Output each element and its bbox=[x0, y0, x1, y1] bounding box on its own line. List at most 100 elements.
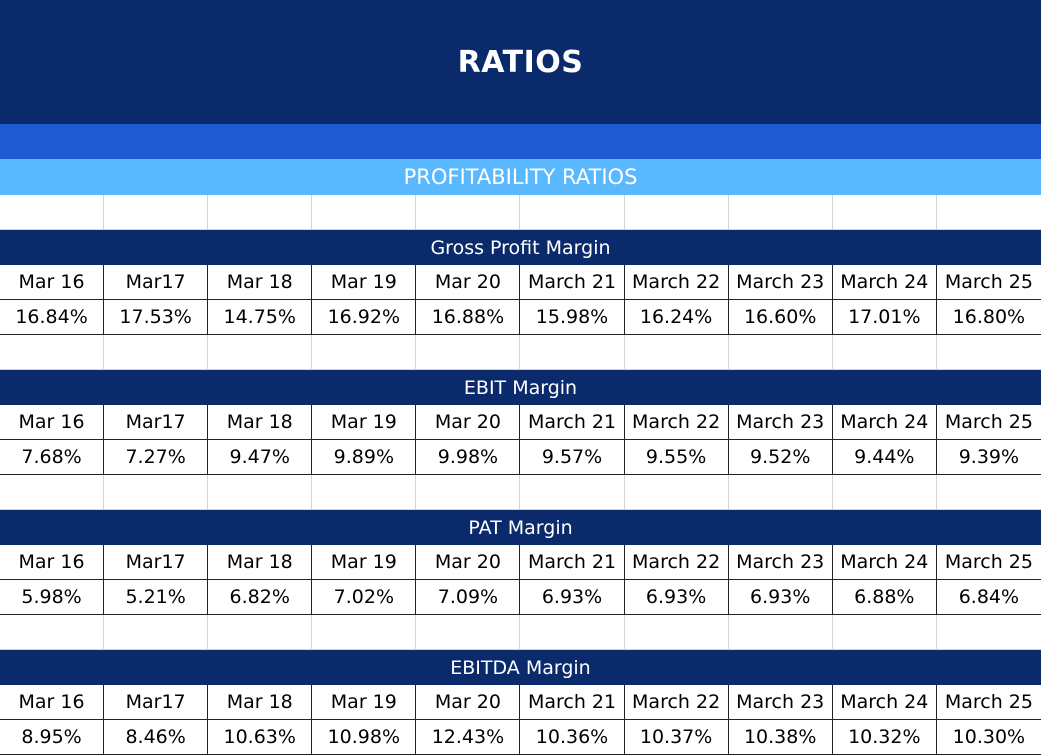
value-cell[interactable]: 9.89% bbox=[312, 440, 417, 475]
period-cell[interactable]: March 21 bbox=[520, 685, 625, 720]
empty-cell[interactable] bbox=[312, 335, 417, 370]
empty-cell[interactable] bbox=[312, 195, 417, 230]
empty-cell[interactable] bbox=[936, 335, 1041, 370]
value-cell[interactable]: 9.55% bbox=[624, 440, 729, 475]
period-cell[interactable]: March 25 bbox=[936, 405, 1041, 440]
empty-cell[interactable] bbox=[832, 615, 937, 650]
value-cell[interactable]: 10.37% bbox=[624, 720, 729, 755]
period-cell[interactable]: Mar 18 bbox=[208, 545, 313, 580]
period-cell[interactable]: Mar17 bbox=[104, 405, 209, 440]
value-cell[interactable]: 16.84% bbox=[0, 300, 105, 335]
value-cell[interactable]: 17.01% bbox=[832, 300, 937, 335]
value-cell[interactable]: 16.60% bbox=[728, 300, 833, 335]
empty-cell[interactable] bbox=[312, 615, 417, 650]
value-cell[interactable]: 16.24% bbox=[624, 300, 729, 335]
empty-cell[interactable] bbox=[416, 335, 521, 370]
period-cell[interactable]: March 23 bbox=[728, 405, 833, 440]
period-cell[interactable]: Mar 18 bbox=[208, 405, 313, 440]
empty-cell[interactable] bbox=[624, 475, 729, 510]
value-cell[interactable]: 5.98% bbox=[0, 580, 105, 615]
empty-cell[interactable] bbox=[0, 475, 105, 510]
empty-cell[interactable] bbox=[312, 475, 417, 510]
empty-cell[interactable] bbox=[520, 195, 625, 230]
value-cell[interactable]: 7.68% bbox=[0, 440, 105, 475]
period-cell[interactable]: Mar 16 bbox=[0, 685, 105, 720]
empty-cell[interactable] bbox=[416, 195, 521, 230]
period-cell[interactable]: Mar 20 bbox=[416, 405, 521, 440]
value-cell[interactable]: 7.27% bbox=[104, 440, 209, 475]
period-cell[interactable]: Mar 20 bbox=[416, 265, 521, 300]
period-cell[interactable]: Mar 19 bbox=[312, 405, 417, 440]
period-cell[interactable]: March 23 bbox=[728, 685, 833, 720]
empty-cell[interactable] bbox=[0, 615, 105, 650]
period-cell[interactable]: March 22 bbox=[624, 685, 729, 720]
value-cell[interactable]: 7.09% bbox=[416, 580, 521, 615]
value-cell[interactable]: 14.75% bbox=[208, 300, 313, 335]
period-cell[interactable]: March 21 bbox=[520, 545, 625, 580]
value-cell[interactable]: 6.93% bbox=[624, 580, 729, 615]
empty-cell[interactable] bbox=[104, 615, 209, 650]
empty-cell[interactable] bbox=[728, 195, 833, 230]
value-cell[interactable]: 9.98% bbox=[416, 440, 521, 475]
value-cell[interactable]: 10.38% bbox=[728, 720, 833, 755]
period-cell[interactable]: Mar 20 bbox=[416, 545, 521, 580]
empty-cell[interactable] bbox=[0, 195, 105, 230]
period-cell[interactable]: Mar 20 bbox=[416, 685, 521, 720]
value-cell[interactable]: 9.57% bbox=[520, 440, 625, 475]
period-cell[interactable]: March 22 bbox=[624, 545, 729, 580]
period-cell[interactable]: March 23 bbox=[728, 545, 833, 580]
value-cell[interactable]: 6.82% bbox=[208, 580, 313, 615]
period-cell[interactable]: Mar 16 bbox=[0, 545, 105, 580]
period-cell[interactable]: March 24 bbox=[832, 545, 937, 580]
value-cell[interactable]: 6.88% bbox=[832, 580, 937, 615]
period-cell[interactable]: Mar 16 bbox=[0, 265, 105, 300]
value-cell[interactable]: 6.93% bbox=[728, 580, 833, 615]
value-cell[interactable]: 15.98% bbox=[520, 300, 625, 335]
period-cell[interactable]: March 25 bbox=[936, 545, 1041, 580]
value-cell[interactable]: 9.39% bbox=[936, 440, 1041, 475]
empty-cell[interactable] bbox=[832, 195, 937, 230]
empty-cell[interactable] bbox=[936, 615, 1041, 650]
empty-cell[interactable] bbox=[832, 475, 937, 510]
empty-cell[interactable] bbox=[624, 615, 729, 650]
empty-cell[interactable] bbox=[728, 615, 833, 650]
empty-cell[interactable] bbox=[0, 335, 105, 370]
empty-cell[interactable] bbox=[936, 195, 1041, 230]
value-cell[interactable]: 7.02% bbox=[312, 580, 417, 615]
value-cell[interactable]: 6.93% bbox=[520, 580, 625, 615]
period-cell[interactable]: Mar17 bbox=[104, 685, 209, 720]
period-cell[interactable]: March 25 bbox=[936, 265, 1041, 300]
period-cell[interactable]: March 23 bbox=[728, 265, 833, 300]
value-cell[interactable]: 8.95% bbox=[0, 720, 105, 755]
empty-cell[interactable] bbox=[104, 195, 209, 230]
value-cell[interactable]: 10.63% bbox=[208, 720, 313, 755]
value-cell[interactable]: 10.30% bbox=[936, 720, 1041, 755]
period-cell[interactable]: Mar 19 bbox=[312, 545, 417, 580]
value-cell[interactable]: 9.47% bbox=[208, 440, 313, 475]
empty-cell[interactable] bbox=[208, 195, 313, 230]
period-cell[interactable]: March 22 bbox=[624, 405, 729, 440]
period-cell[interactable]: March 24 bbox=[832, 685, 937, 720]
empty-cell[interactable] bbox=[208, 335, 313, 370]
empty-cell[interactable] bbox=[208, 475, 313, 510]
value-cell[interactable]: 16.92% bbox=[312, 300, 417, 335]
value-cell[interactable]: 12.43% bbox=[416, 720, 521, 755]
value-cell[interactable]: 16.88% bbox=[416, 300, 521, 335]
empty-cell[interactable] bbox=[624, 195, 729, 230]
empty-cell[interactable] bbox=[208, 615, 313, 650]
period-cell[interactable]: Mar17 bbox=[104, 545, 209, 580]
empty-cell[interactable] bbox=[104, 335, 209, 370]
empty-cell[interactable] bbox=[520, 615, 625, 650]
value-cell[interactable]: 10.32% bbox=[832, 720, 937, 755]
empty-cell[interactable] bbox=[416, 615, 521, 650]
empty-cell[interactable] bbox=[520, 475, 625, 510]
value-cell[interactable]: 9.52% bbox=[728, 440, 833, 475]
period-cell[interactable]: March 22 bbox=[624, 265, 729, 300]
period-cell[interactable]: March 21 bbox=[520, 405, 625, 440]
value-cell[interactable]: 6.84% bbox=[936, 580, 1041, 615]
period-cell[interactable]: Mar17 bbox=[104, 265, 209, 300]
value-cell[interactable]: 5.21% bbox=[104, 580, 209, 615]
value-cell[interactable]: 16.80% bbox=[936, 300, 1041, 335]
period-cell[interactable]: Mar 16 bbox=[0, 405, 105, 440]
empty-cell[interactable] bbox=[624, 335, 729, 370]
